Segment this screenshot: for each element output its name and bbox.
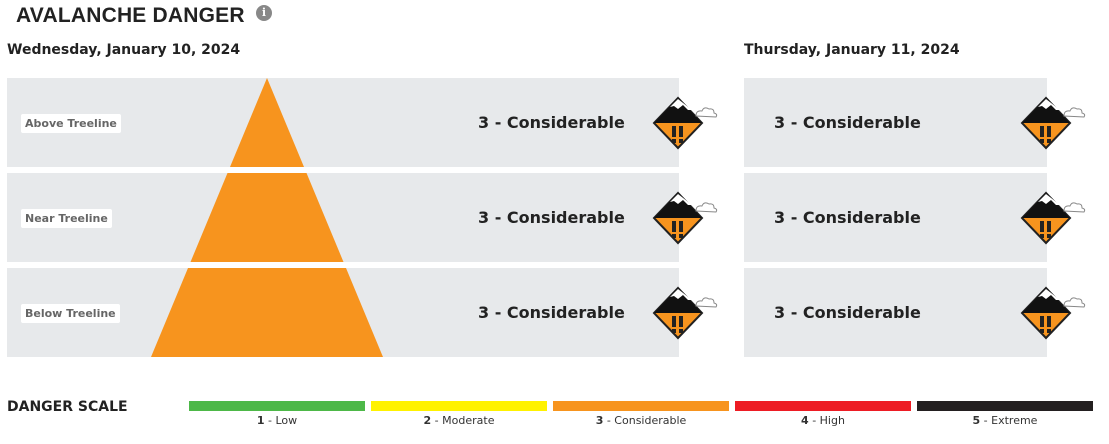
danger-rating: 3 - Considerable — [774, 303, 921, 322]
day1-date: Wednesday, January 10, 2024 — [7, 42, 241, 58]
info-icon[interactable]: i — [256, 5, 272, 21]
considerable-danger-icon — [652, 286, 718, 344]
danger-scale-level-label: 1 - Low — [256, 414, 298, 427]
danger-scale-bar-2 — [371, 401, 547, 411]
danger-scale-level-label: 4 - High — [801, 414, 845, 427]
page-title: AVALANCHE DANGER — [16, 4, 245, 27]
considerable-danger-icon — [652, 191, 718, 249]
danger-scale-bar-3 — [553, 401, 729, 411]
day2-date: Thursday, January 11, 2024 — [744, 42, 960, 58]
danger-rating: 3 - Considerable — [774, 208, 921, 227]
elevation-label: Near Treeline — [21, 209, 112, 228]
danger-scale-bar-5 — [917, 401, 1093, 411]
considerable-danger-icon — [1020, 286, 1086, 344]
danger-scale-level-label: 3 - Considerable — [595, 414, 687, 427]
considerable-danger-icon — [1020, 96, 1086, 154]
elevation-label: Below Treeline — [21, 304, 120, 323]
danger-scale-label: DANGER SCALE — [7, 399, 128, 415]
danger-scale-bar-4 — [735, 401, 911, 411]
danger-scale-level-label: 5 - Extreme — [972, 414, 1038, 427]
day2-row — [744, 268, 1047, 357]
day2-row — [744, 173, 1047, 262]
considerable-danger-icon — [652, 96, 718, 154]
day1-row — [7, 173, 679, 262]
considerable-danger-icon — [1020, 191, 1086, 249]
danger-rating: 3 - Considerable — [478, 303, 625, 322]
danger-rating: 3 - Considerable — [774, 113, 921, 132]
danger-rating: 3 - Considerable — [478, 208, 625, 227]
elevation-label: Above Treeline — [21, 114, 121, 133]
danger-scale-bar-1 — [189, 401, 365, 411]
danger-rating: 3 - Considerable — [478, 113, 625, 132]
day2-row — [744, 78, 1047, 167]
elevation-pyramid — [151, 78, 383, 357]
danger-scale-level-label: 2 - Moderate — [423, 414, 495, 427]
